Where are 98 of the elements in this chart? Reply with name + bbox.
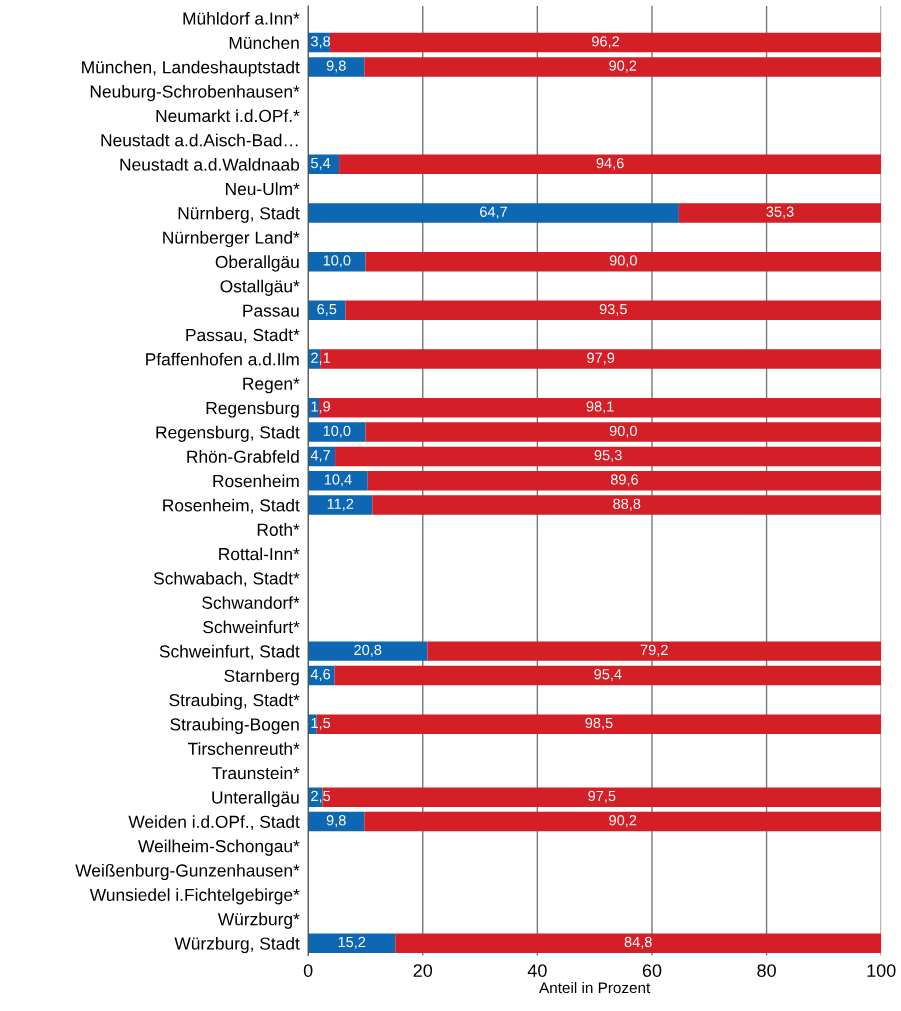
y-tick-label: Regensburg (206, 401, 299, 418)
data-label: 11,2 (327, 498, 354, 511)
bar (367, 470, 882, 491)
data-label: 90,0 (609, 255, 637, 268)
x-tick-label: 100 (867, 964, 896, 977)
data-label: 95,3 (594, 449, 622, 463)
y-tick-label: Neu-Ulm* (225, 182, 300, 196)
data-label: 10,4 (324, 474, 352, 487)
data-label: 5,4 (311, 158, 331, 170)
y-tick-label: Schweinfurt* (203, 620, 300, 634)
bar (678, 203, 882, 223)
bar (308, 495, 373, 515)
data-label: 96,2 (592, 36, 620, 49)
data-label: 90,2 (609, 815, 637, 828)
y-tick-label: Schwabach, Stadt* (153, 571, 300, 587)
y-tick-label: Rosenheim (213, 474, 299, 488)
x-tick-label: 60 (642, 964, 662, 977)
y-tick-label: Weilheim-Schongau* (138, 839, 300, 856)
data-label: 4,6 (310, 669, 331, 682)
data-label: 9,8 (326, 815, 346, 828)
bar (365, 251, 882, 272)
data-label: 97,5 (588, 790, 616, 803)
y-tick-label: Straubing, Stadt* (169, 693, 300, 710)
data-label: 64,7 (480, 206, 507, 219)
y-tick-label: München, Landeshauptstadt (82, 60, 300, 77)
y-tick-label: Roth* (257, 523, 300, 536)
bar (345, 300, 882, 321)
y-tick-label: Passau, Stadt* (186, 328, 300, 344)
y-tick-label: Nürnberger Land* (163, 231, 300, 248)
y-tick-label: Schweinfurt, Stadt (159, 644, 300, 660)
data-label: 4,7 (310, 450, 330, 463)
y-tick-label: Weiden i.d.OPf., Stadt (128, 815, 300, 831)
data-label: 89,6 (610, 474, 639, 487)
data-label: 90,0 (609, 425, 637, 438)
bar (329, 32, 882, 53)
data-label: 3,8 (310, 36, 331, 49)
bar (364, 57, 882, 77)
bar (427, 641, 882, 661)
y-tick-label: Unterallgäu (212, 790, 299, 808)
data-label: 6,5 (317, 303, 337, 316)
x-tick-label: 20 (413, 964, 433, 977)
y-tick-label: Rhön-Grabfeld (187, 450, 299, 463)
y-tick-label: Straubing-Bogen (170, 717, 299, 735)
bar (308, 57, 365, 77)
y-tick-label: Passau (243, 304, 299, 317)
data-label: 90,2 (609, 60, 637, 73)
y-tick-label: Mühldorf a.Inn* (183, 11, 300, 25)
data-label: 94,6 (596, 157, 624, 170)
y-tick-label: Rosenheim, Stadt (163, 498, 300, 514)
data-label: 10,0 (323, 255, 351, 268)
y-tick-label: Oberallgäu (215, 255, 299, 272)
bar (372, 495, 882, 515)
bar (365, 422, 882, 442)
y-tick-label: Weißenburg-Gunzenhausen* (75, 863, 300, 881)
data-label: 93,5 (599, 303, 627, 316)
y-tick-label: München (229, 36, 299, 50)
data-label: 98,1 (586, 401, 614, 414)
bar (308, 933, 396, 953)
y-tick-label: Starnberg (224, 669, 299, 686)
y-tick-label: Pfaffenhofen a.d.Ilm (146, 352, 299, 366)
bar (334, 665, 882, 686)
y-tick-label: Würzburg, Stadt (174, 936, 300, 954)
x-tick-label: 40 (527, 964, 547, 977)
y-tick-label: Würzburg* (217, 912, 300, 929)
data-label: 20,8 (354, 644, 382, 657)
data-label: 88,8 (613, 498, 641, 511)
data-label: 9,8 (326, 60, 346, 73)
y-tick-label: Rottal-Inn* (219, 547, 300, 561)
y-tick-label: Neumarkt i.d.OPf.* (156, 109, 300, 123)
bar (335, 446, 882, 467)
x-tick-label: 0 (303, 964, 313, 977)
x-tick-label: 80 (757, 964, 776, 977)
y-tick-label: Schwandorf* (202, 596, 300, 609)
y-tick-label: Regen* (243, 377, 300, 394)
data-label: 84,8 (624, 936, 652, 949)
y-tick-label: Neustadt a.d.Waldnaab (120, 158, 300, 171)
data-label: 97,9 (587, 352, 615, 365)
bar (308, 203, 679, 223)
y-tick-label: Tirschenreuth* (187, 742, 300, 755)
bar (364, 811, 882, 832)
bar (395, 933, 882, 953)
bar (339, 154, 882, 175)
data-label: 10,0 (323, 425, 351, 438)
y-tick-label: Traunstein* (212, 766, 300, 780)
data-label: 98,5 (585, 717, 613, 730)
bar (308, 422, 366, 442)
y-tick-label: Nürnberg, Stadt (178, 206, 300, 223)
data-label: 95,4 (594, 669, 622, 682)
data-label: 35,3 (766, 206, 794, 219)
x-axis-title: Anteil in Prozent (539, 981, 651, 994)
data-label: 79,2 (640, 644, 668, 657)
y-tick-label: Neuburg-Schrobenhausen* (90, 84, 300, 102)
y-tick-label: Ostallgäu* (220, 279, 300, 296)
bar (308, 641, 428, 661)
y-tick-label: Regensburg, Stadt (156, 425, 300, 442)
data-label: 15,2 (338, 936, 366, 949)
y-tick-label: Neustadt a.d.Aisch-Bad… (101, 133, 298, 147)
y-tick-label: Wunsiedel i.Fichtelgebirge* (89, 888, 300, 905)
